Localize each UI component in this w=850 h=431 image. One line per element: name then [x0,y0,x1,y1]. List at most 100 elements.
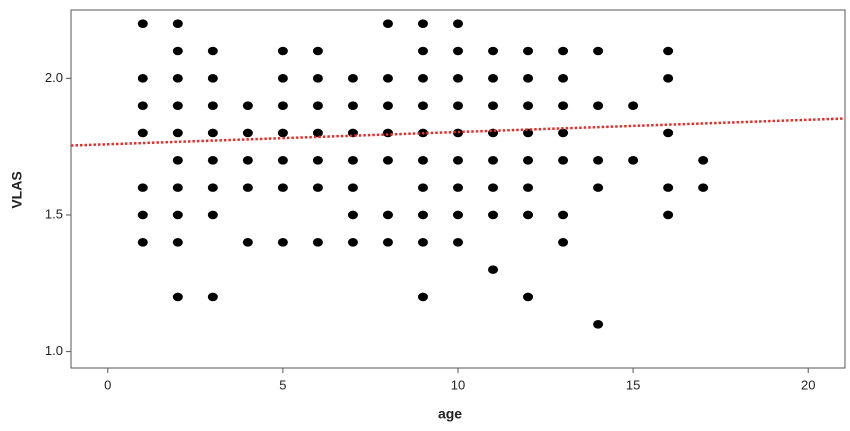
point [382,101,393,110]
point [312,237,323,247]
point [172,292,183,302]
fit-line [71,117,845,147]
point [347,156,358,165]
point [417,46,428,56]
point [207,156,218,165]
point [312,156,323,165]
point [663,74,674,83]
point [277,101,288,110]
point [382,210,393,220]
point [207,101,218,110]
x-axis-title: age [438,406,462,422]
point [242,128,253,138]
point [172,74,183,83]
point [347,237,358,247]
y-tick-label: 2.0 [45,70,63,85]
point [523,156,534,165]
point [207,210,218,220]
point [207,46,218,56]
point [663,46,674,56]
point [277,183,288,192]
point [488,74,499,83]
point [698,183,709,192]
point [172,237,183,247]
point [558,210,569,220]
point [488,156,499,165]
point [242,183,253,192]
point [382,19,393,28]
point [172,210,183,220]
point [417,183,428,192]
point [593,183,604,192]
x-tick-label: 5 [279,377,286,392]
point [593,46,604,56]
point [558,101,569,110]
point [417,101,428,110]
point [453,46,463,56]
point [172,156,183,165]
point [277,237,288,247]
point [558,74,569,83]
point [312,101,323,110]
point [663,128,674,138]
point [277,46,288,56]
point [242,101,253,110]
point [523,74,534,83]
point [417,237,428,247]
point [172,19,183,28]
point [172,101,183,110]
point [137,101,148,110]
point [137,237,148,247]
point [488,46,499,56]
point [172,183,183,192]
point [137,128,148,138]
point [453,156,463,165]
point [382,237,393,247]
point [523,292,534,302]
point [523,183,534,192]
x-tick-label: 0 [104,377,111,392]
point [453,237,463,247]
point [137,183,148,192]
point [523,101,534,110]
point [523,210,534,220]
point [417,156,428,165]
point [558,46,569,56]
point [137,74,148,83]
point [347,101,358,110]
point [207,183,218,192]
point [417,19,428,28]
point [242,156,253,165]
point [382,74,393,83]
point [663,183,674,192]
point [417,74,428,83]
points [137,19,709,329]
point [137,19,148,28]
point [277,74,288,83]
point [488,101,499,110]
point [277,156,288,165]
point [453,183,463,192]
point [453,101,463,110]
point [312,128,323,138]
point [172,46,183,56]
fit-group [71,117,845,147]
y-tick-label: 1.0 [45,343,63,358]
point [382,156,393,165]
point [488,265,499,274]
point [207,74,218,83]
point [558,128,569,138]
point [558,156,569,165]
point [593,319,604,329]
point [312,46,323,56]
point [277,128,288,138]
point [523,46,534,56]
point [347,74,358,83]
y-tick-label: 1.5 [45,206,63,221]
point [417,292,428,302]
point [242,237,253,247]
point [698,156,709,165]
point [488,183,499,192]
point [312,183,323,192]
